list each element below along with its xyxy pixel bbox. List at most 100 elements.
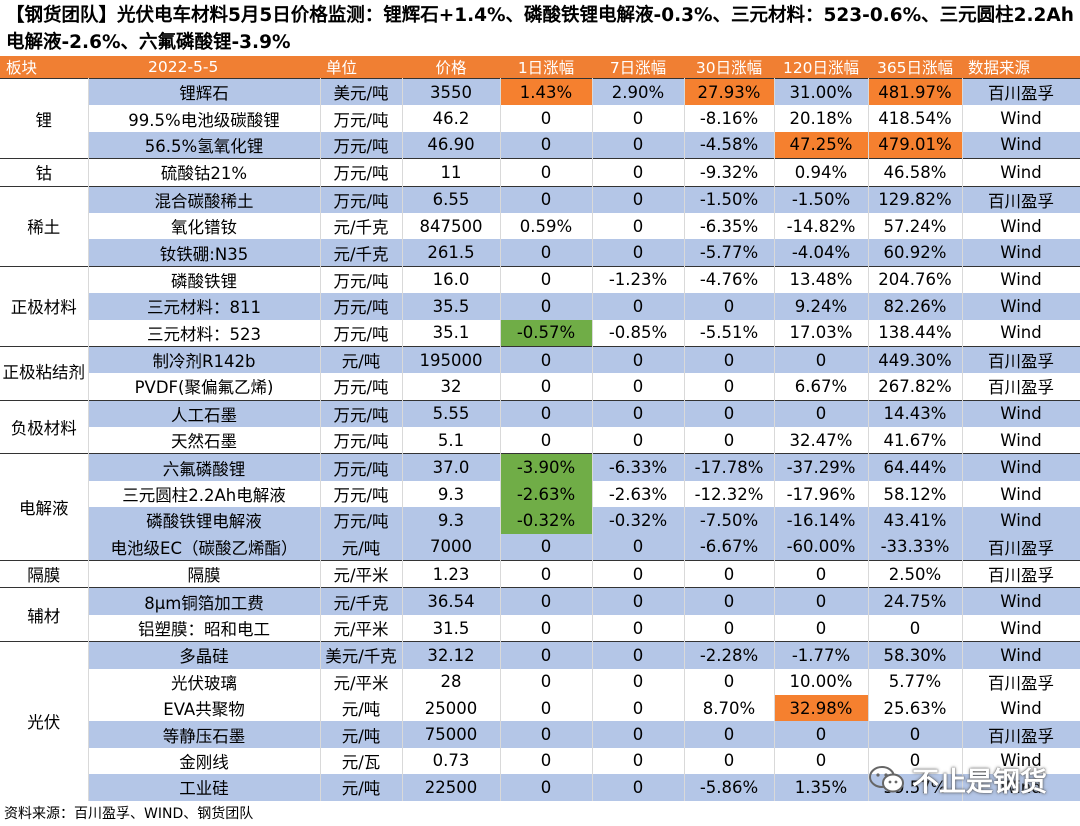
change-d30-cell: -9.32%	[684, 158, 775, 187]
table-row: 隔膜 隔膜 元/平米 1.23 0 0 0 0 2.50% 百川盈孚	[0, 560, 1080, 588]
change-d1-cell: -3.90%	[500, 453, 593, 481]
source-cell: 百川盈孚	[962, 668, 1080, 695]
change-d7-cell: 0	[592, 427, 685, 454]
source-cell: 百川盈孚	[962, 185, 1080, 213]
change-d120-cell: 0	[774, 399, 869, 428]
change-d120-cell: -14.82%	[774, 212, 869, 240]
change-d365-cell: 43.41%	[868, 507, 963, 534]
material-name: 三元材料：523	[88, 319, 321, 347]
change-d1-cell: 0	[500, 774, 593, 801]
change-d365-cell: 58.30%	[868, 641, 963, 669]
price-cell: 31.5	[402, 614, 501, 642]
table-row: 等静压石墨 元/吨 75000 0 0 0 0 0 百川盈孚	[0, 721, 1080, 748]
change-d365-cell: 267.82%	[868, 373, 963, 401]
change-d7-cell: 0	[592, 399, 685, 428]
table-row: 钴硫酸钴21% 万元/吨 11 0 0 -9.32% 0.94% 46.58% Wind	[0, 158, 1080, 187]
change-d1-cell: -0.32%	[500, 507, 593, 534]
change-d7-cell: 0	[592, 774, 685, 801]
material-name: 氧化镨钕	[88, 212, 321, 240]
material-name: 等静压石墨	[88, 721, 321, 748]
change-d365-cell: 481.97%	[868, 78, 963, 106]
source-cell: 百川盈孚	[962, 345, 1080, 374]
change-d1-cell: -0.57%	[500, 319, 593, 347]
source-cell: Wind	[962, 131, 1080, 159]
material-name: 钕铁硼:N35	[88, 239, 321, 267]
material-name: 磷酸铁锂	[88, 265, 321, 294]
table-row: 电池级EC（碳酸乙烯酯） 元/吨 7000 0 0 -6.67% -60.00% -33.33…	[0, 533, 1080, 561]
material-name: 硫酸钴21%	[88, 158, 321, 187]
material-name: 56.5%氢氧化锂	[88, 131, 321, 159]
change-d120-cell: 31.00%	[774, 78, 869, 106]
table-row: 金刚线 元/瓦 0.73 0 0 0 0 0 Wind	[0, 747, 1080, 775]
price-cell: 847500	[402, 212, 501, 240]
change-d1-cell: 0	[500, 373, 593, 401]
change-d1-cell: 0	[500, 533, 593, 561]
change-d7-cell: 0	[592, 721, 685, 748]
change-d120-cell: 0	[774, 614, 869, 642]
change-d1-cell: 0	[500, 345, 593, 374]
source-cell: Wind	[962, 158, 1080, 187]
source-cell: Wind	[962, 614, 1080, 642]
change-d7-cell: 0	[592, 560, 685, 588]
header-date: 2022-5-5	[88, 56, 320, 79]
price-cell: 6.55	[402, 185, 501, 213]
header-source: 数据来源	[962, 56, 1080, 79]
change-d1-cell: 0	[500, 131, 593, 159]
change-d30-cell: -4.58%	[684, 131, 775, 159]
change-d30-cell: -4.76%	[684, 265, 775, 294]
change-d30-cell: -5.77%	[684, 239, 775, 267]
change-d7-cell: -0.32%	[592, 507, 685, 534]
price-cell: 35.1	[402, 319, 501, 347]
change-d365-cell: 41.67%	[868, 427, 963, 454]
change-d365-cell: 60.92%	[868, 239, 963, 267]
change-d30-cell: -7.50%	[684, 507, 775, 534]
change-d365-cell: 479.01%	[868, 131, 963, 159]
unit-cell: 美元/千克	[320, 641, 403, 669]
material-name: 锂辉石	[88, 78, 321, 106]
change-d1-cell: 0	[500, 747, 593, 775]
table-row: 辅材 8μm铜箔加工费 元/千克 36.54 0 0 0 0 24.75% Wind	[0, 587, 1080, 642]
source-cell: Wind	[962, 641, 1080, 669]
material-name: 隔膜	[88, 560, 321, 588]
change-d7-cell: 0	[592, 212, 685, 240]
price-cell: 195000	[402, 345, 501, 374]
unit-cell: 万元/吨	[320, 453, 403, 481]
change-d365-cell: 64.44%	[868, 453, 963, 481]
change-d365-cell: 204.76%	[868, 265, 963, 294]
change-d7-cell: -2.63%	[592, 480, 685, 508]
change-d365-cell: 2.50%	[868, 560, 963, 588]
change-d120-cell: 0	[774, 560, 869, 588]
table-row: 钕铁硼:N35 元/千克 261.5 0 0 -5.77% -4.04% 60.92% Wind	[0, 239, 1080, 267]
unit-cell: 元/吨	[320, 694, 403, 722]
material-name: 多晶硅	[88, 641, 321, 669]
change-d7-cell: -0.85%	[592, 319, 685, 347]
price-cell: 32.12	[402, 641, 501, 669]
price-cell: 25000	[402, 694, 501, 722]
change-d120-cell: 0	[774, 587, 869, 615]
change-d120-cell: 17.03%	[774, 319, 869, 347]
material-name: 光伏玻璃	[88, 668, 321, 695]
change-d120-cell: 32.98%	[774, 694, 869, 722]
change-d120-cell: 20.18%	[774, 105, 869, 132]
unit-cell: 元/千克	[320, 239, 403, 267]
page-title: 【钢货团队】光伏电车材料5月5日价格监测：锂辉石+1.4%、磷酸铁锂电解液-0.…	[6, 5, 1074, 53]
change-d1-cell: 0	[500, 560, 593, 588]
material-name: 铝塑膜：昭和电工	[88, 614, 321, 642]
header-1d: 1日涨幅	[500, 56, 592, 79]
table-row: PVDF(聚偏氟乙烯) 万元/吨 32 0 0 0 6.67% 267.82% 百川盈孚	[0, 373, 1080, 401]
source-cell: 百川盈孚	[962, 560, 1080, 588]
watermark-text: 不止是钢货	[912, 767, 1047, 798]
change-d1-cell: 0	[500, 293, 593, 320]
source-cell: Wind	[962, 319, 1080, 347]
change-d365-cell: 46.58%	[868, 158, 963, 187]
table-row: 三元材料：523 万元/吨 35.1 -0.57% -0.85% -5.51% 17.03%…	[0, 319, 1080, 347]
change-d1-cell: 0	[500, 587, 593, 615]
change-d7-cell: -6.33%	[592, 453, 685, 481]
unit-cell: 元/平米	[320, 614, 403, 642]
unit-cell: 元/吨	[320, 533, 403, 561]
source-cell: Wind	[962, 399, 1080, 428]
change-d7-cell: 2.90%	[592, 78, 685, 106]
price-table: 板块 2022-5-5 单位 价格 1日涨幅 7日涨幅 30日涨幅 120日涨幅…	[0, 56, 1080, 801]
change-d120-cell: 1.35%	[774, 774, 869, 801]
change-d1-cell: 0	[500, 158, 593, 187]
